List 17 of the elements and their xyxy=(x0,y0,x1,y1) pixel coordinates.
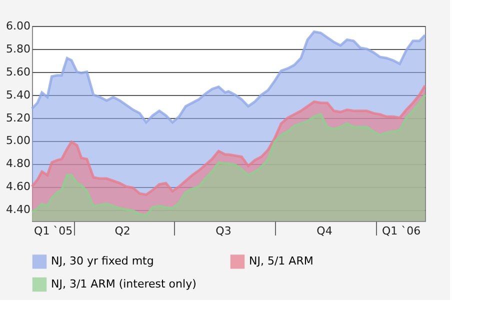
x-tick-label: Q4 xyxy=(316,224,332,238)
y-tick-label: 6.00 xyxy=(6,20,30,32)
y-tick-label: 4.40 xyxy=(6,203,30,216)
y-tick-label: 5.80 xyxy=(6,42,30,56)
y-tick-label: 5.00 xyxy=(6,134,30,148)
y-tick-label: 5.60 xyxy=(6,65,30,78)
y-tick-label: 4.80 xyxy=(6,157,30,170)
y-tick-label: 5.40 xyxy=(6,88,30,102)
x-tick-label: Q3 xyxy=(216,224,232,238)
x-tick-label: Q2 xyxy=(114,224,130,238)
legend-label: NJ, 3/1 ARM (interest only) xyxy=(51,278,196,290)
y-tick-label: 4.60 xyxy=(6,180,30,194)
x-tick-label: Q1 `05 xyxy=(34,224,73,238)
y-tick-label: 5.20 xyxy=(6,111,30,124)
x-tick-label: Q1 `06 xyxy=(382,224,421,238)
legend-label: NJ, 5/1 ARM xyxy=(249,254,314,268)
legend-label: NJ, 30 yr fixed mtg xyxy=(51,254,154,268)
